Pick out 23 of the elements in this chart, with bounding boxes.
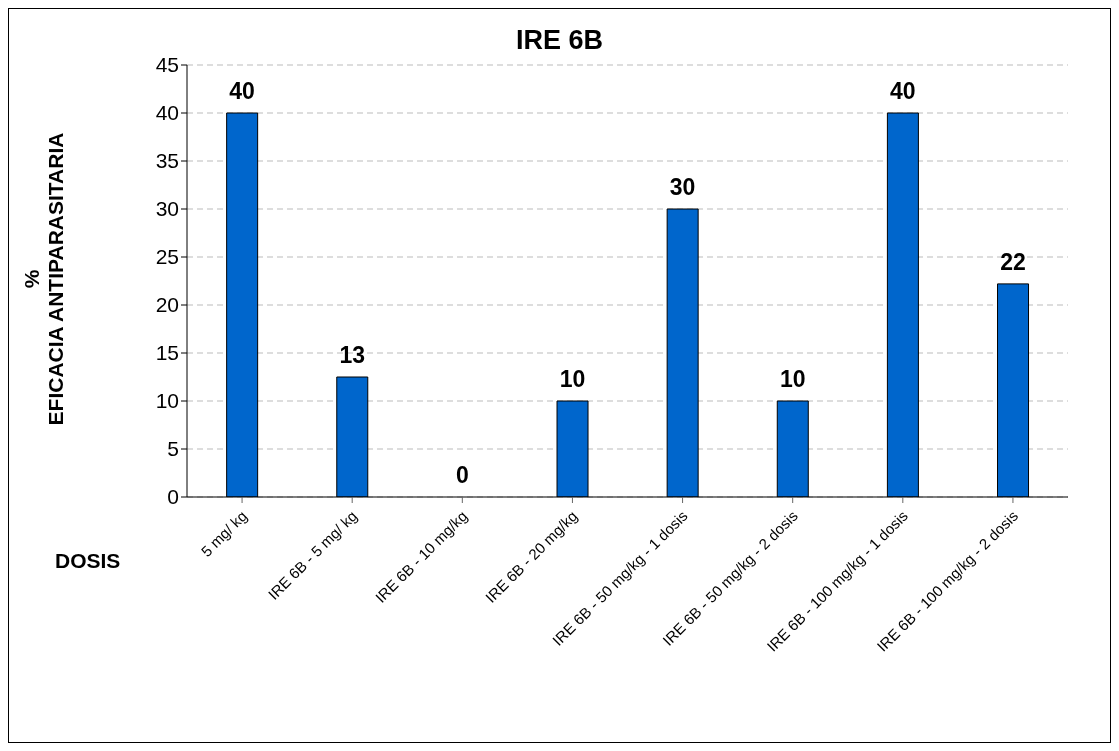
y-tick-label: 15	[155, 341, 179, 365]
y-tick-label: 40	[155, 101, 179, 125]
data-label: 13	[339, 342, 365, 368]
data-label: 22	[1000, 248, 1026, 275]
y-tick-label: 25	[155, 245, 179, 269]
x-tick-label: IRE 6B - 5 mg/ kg	[264, 507, 361, 603]
data-label: 10	[559, 366, 586, 392]
y-tick-label: 10	[155, 389, 179, 413]
x-tick-label: 5 mg/ kg	[197, 507, 251, 560]
data-label: 10	[779, 366, 806, 392]
data-label: 40	[229, 78, 255, 104]
y-axis-title: % EFICACIA ANTIPARASITARIA	[20, 132, 67, 426]
y-tick-label: 5	[167, 437, 179, 461]
y-tick-label: 20	[155, 293, 179, 317]
x-axis-title: DOSIS	[55, 549, 121, 573]
y-tick-label: 45	[155, 53, 179, 77]
y-tick-label: 0	[167, 485, 179, 509]
y-tick-label: 30	[155, 197, 179, 221]
chart-title: IRE 6B	[515, 25, 604, 55]
data-label: 40	[890, 78, 916, 104]
data-label: 30	[669, 174, 696, 200]
data-label: 0	[455, 462, 469, 488]
y-tick-label: 35	[155, 149, 179, 173]
